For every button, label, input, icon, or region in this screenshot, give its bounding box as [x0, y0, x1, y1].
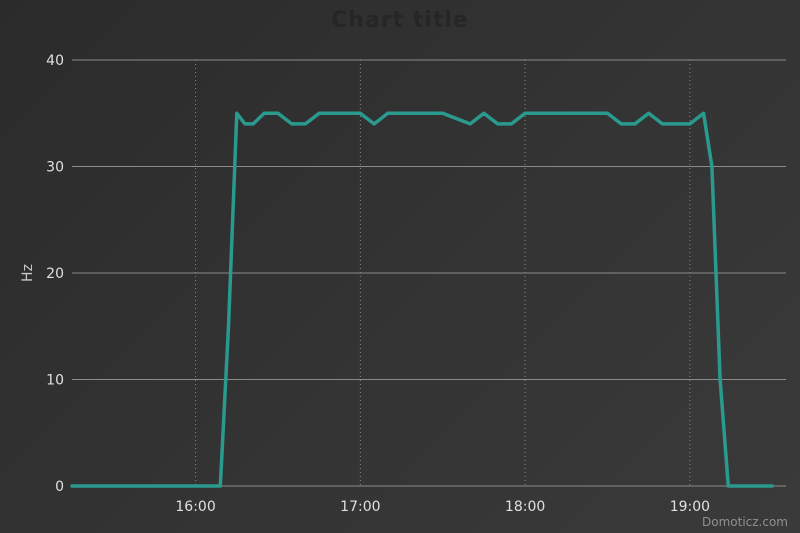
- series-line-0: [70, 111, 775, 488]
- chart-title: Chart title: [331, 8, 469, 33]
- credit-link[interactable]: Domoticz.com: [702, 515, 788, 529]
- y-tick-label-10: 10: [46, 373, 64, 389]
- x-tick-label-1800: 18:00: [505, 499, 545, 515]
- x-tick-label-1700: 17:00: [340, 499, 380, 515]
- y-tick-label-40: 40: [46, 53, 64, 69]
- x-tick-label-1600: 16:00: [175, 499, 215, 515]
- x-tick-label-1900: 19:00: [670, 499, 710, 515]
- y-tick-label-20: 20: [46, 266, 64, 282]
- y-tick-label-30: 30: [46, 160, 64, 176]
- y-axis-label: Hz: [20, 264, 36, 282]
- y-tick-label-0: 0: [55, 479, 64, 495]
